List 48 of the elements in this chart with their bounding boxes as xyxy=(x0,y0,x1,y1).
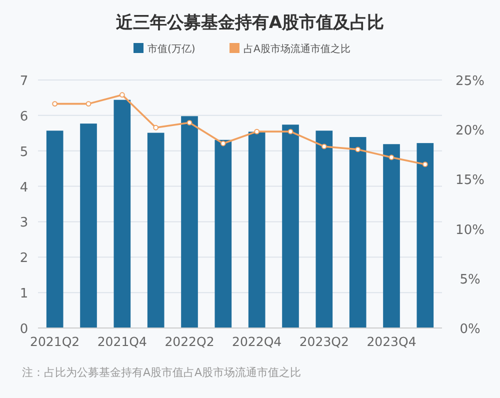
point xyxy=(119,92,125,98)
bar xyxy=(147,132,164,328)
y-tick-label: 5 xyxy=(20,144,28,160)
point xyxy=(186,120,192,126)
text: 注：占比为公募基金持有A股市值占A股市场流通市值之比 xyxy=(22,366,302,379)
y-tick-label: 1 xyxy=(20,286,28,302)
y-tick-label: 0 xyxy=(20,322,28,337)
y-tick-label: 7 xyxy=(20,74,28,89)
bar xyxy=(214,140,232,328)
point xyxy=(220,140,226,146)
x-tick-label: 2023Q4 xyxy=(366,334,416,349)
y-tick-label: 6 xyxy=(20,109,28,124)
point xyxy=(321,144,327,150)
bar xyxy=(383,144,400,328)
bar xyxy=(282,124,299,328)
point xyxy=(86,101,92,107)
bar xyxy=(349,137,366,328)
y-tick-label: 2 xyxy=(20,251,28,266)
x-tick-label: 2021Q4 xyxy=(97,334,148,349)
bar xyxy=(416,143,434,328)
x-tick-label: 2022Q4 xyxy=(232,334,282,349)
bar xyxy=(80,124,97,328)
y2-tick-label: 15% xyxy=(456,173,484,188)
bar xyxy=(248,132,266,328)
legend-label: 占A股市场流通市值之比 xyxy=(244,43,350,55)
y2-tick-label: 10% xyxy=(456,222,484,238)
bar xyxy=(114,100,131,328)
x-tick-label: 2022Q2 xyxy=(164,334,214,349)
y2-tick-label: 25% xyxy=(456,74,484,89)
x-tick-label: 2023Q2 xyxy=(299,334,349,349)
legend-label: 市值(万亿) xyxy=(148,43,196,55)
y-tick-label: 4 xyxy=(20,180,28,196)
chart-title: 近三年公募基金持有A股市值及占比 xyxy=(114,13,384,33)
point xyxy=(388,154,394,160)
y2-tick-label: 20% xyxy=(456,124,484,139)
point xyxy=(422,162,428,168)
y-tick-label: 3 xyxy=(20,216,28,231)
y2-tick-label: 5% xyxy=(460,272,480,288)
point xyxy=(52,101,58,107)
bar xyxy=(181,116,198,328)
point xyxy=(153,124,159,130)
bar xyxy=(316,130,333,328)
x-tick-label: 2021Q2 xyxy=(30,334,80,349)
point xyxy=(288,128,294,134)
point xyxy=(355,146,361,152)
bar xyxy=(46,130,64,328)
point xyxy=(254,128,260,134)
y2-tick-label: 0% xyxy=(460,322,480,337)
